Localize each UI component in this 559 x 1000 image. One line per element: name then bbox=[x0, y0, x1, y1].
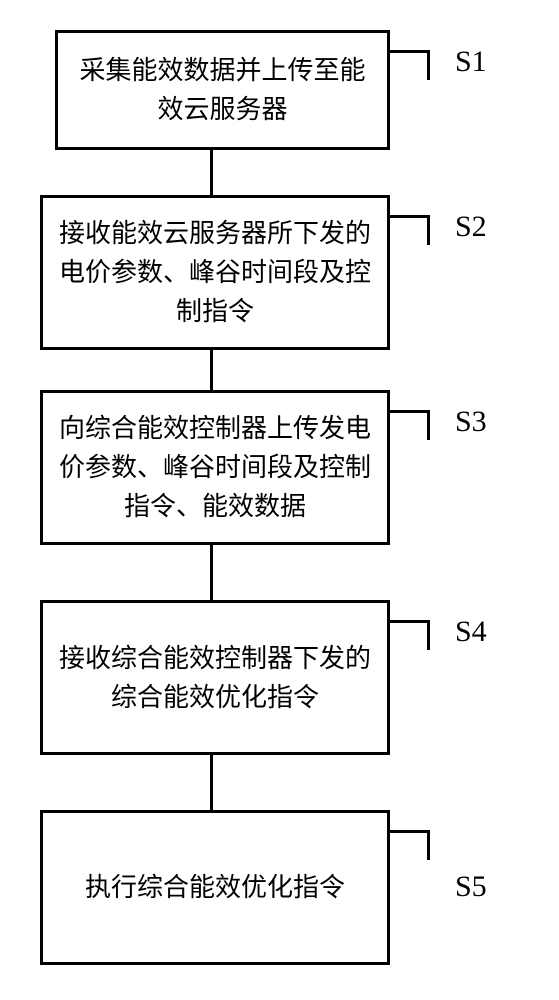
connector-1-2 bbox=[210, 150, 213, 195]
step-label-s4: S4 bbox=[455, 615, 487, 649]
step-label-s5: S5 bbox=[455, 870, 487, 904]
step-text-s1: 采集能效数据并上传至能效云服务器 bbox=[72, 51, 373, 129]
step-text-s4: 接收综合能效控制器下发的综合能效优化指令 bbox=[57, 639, 373, 717]
step-box-s4: 接收综合能效控制器下发的综合能效优化指令 bbox=[40, 600, 390, 755]
flowchart-canvas: 采集能效数据并上传至能效云服务器 S1 接收能效云服务器所下发的电价参数、峰谷时… bbox=[0, 0, 559, 1000]
label-hook-s4 bbox=[390, 620, 430, 650]
label-hook-tail-s5 bbox=[427, 830, 430, 838]
label-hook-s2 bbox=[390, 215, 430, 245]
label-hook-s1 bbox=[390, 50, 430, 80]
label-hook-tail-s1 bbox=[427, 50, 430, 58]
step-text-s3: 向综合能效控制器上传发电价参数、峰谷时间段及控制指令、能效数据 bbox=[57, 409, 373, 526]
step-box-s5: 执行综合能效优化指令 bbox=[40, 810, 390, 965]
connector-2-3 bbox=[210, 350, 213, 390]
step-text-s5: 执行综合能效优化指令 bbox=[85, 868, 345, 907]
step-box-s1: 采集能效数据并上传至能效云服务器 bbox=[55, 30, 390, 150]
connector-3-4 bbox=[210, 545, 213, 600]
label-hook-s3 bbox=[390, 410, 430, 440]
connector-4-5 bbox=[210, 755, 213, 810]
label-hook-tail-s3 bbox=[427, 410, 430, 418]
step-label-s2: S2 bbox=[455, 210, 487, 244]
label-hook-s5 bbox=[390, 830, 430, 860]
step-label-s1: S1 bbox=[455, 45, 487, 79]
step-box-s3: 向综合能效控制器上传发电价参数、峰谷时间段及控制指令、能效数据 bbox=[40, 390, 390, 545]
label-hook-tail-s4 bbox=[427, 620, 430, 628]
step-text-s2: 接收能效云服务器所下发的电价参数、峰谷时间段及控制指令 bbox=[57, 214, 373, 331]
step-box-s2: 接收能效云服务器所下发的电价参数、峰谷时间段及控制指令 bbox=[40, 195, 390, 350]
label-hook-tail-s2 bbox=[427, 215, 430, 223]
step-label-s3: S3 bbox=[455, 405, 487, 439]
